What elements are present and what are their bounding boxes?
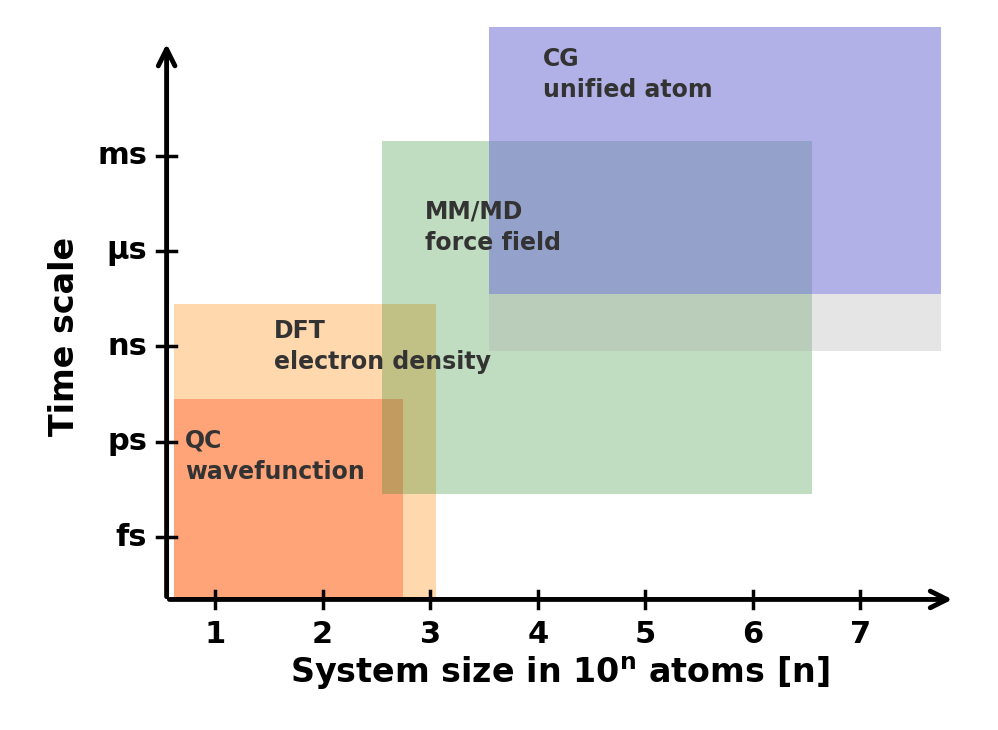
- Text: 1: 1: [205, 620, 226, 650]
- Text: 4: 4: [527, 620, 548, 650]
- Text: System size in 10$^\mathbf{n}$ atoms [n]: System size in 10$^\mathbf{n}$ atoms [n]: [289, 655, 829, 693]
- Text: 7: 7: [850, 620, 871, 650]
- Text: 3: 3: [419, 620, 441, 650]
- Bar: [174, 304, 435, 596]
- Text: 2: 2: [312, 620, 333, 650]
- Text: DFT
electron density: DFT electron density: [274, 319, 491, 374]
- Bar: [489, 27, 941, 294]
- Text: ps: ps: [107, 428, 148, 456]
- Text: ms: ms: [97, 141, 148, 170]
- Text: μs: μs: [107, 237, 148, 266]
- Text: ns: ns: [108, 332, 148, 361]
- Text: CG
unified atom: CG unified atom: [543, 47, 713, 102]
- Bar: [174, 399, 403, 596]
- Text: fs: fs: [116, 523, 148, 552]
- Text: 5: 5: [635, 620, 656, 650]
- Text: MM/MD
force field: MM/MD force field: [425, 199, 561, 255]
- Text: QC
wavefunction: QC wavefunction: [185, 429, 364, 484]
- Text: 6: 6: [743, 620, 763, 650]
- Bar: [489, 27, 941, 351]
- Bar: [382, 141, 812, 494]
- Text: Time scale: Time scale: [48, 237, 81, 437]
